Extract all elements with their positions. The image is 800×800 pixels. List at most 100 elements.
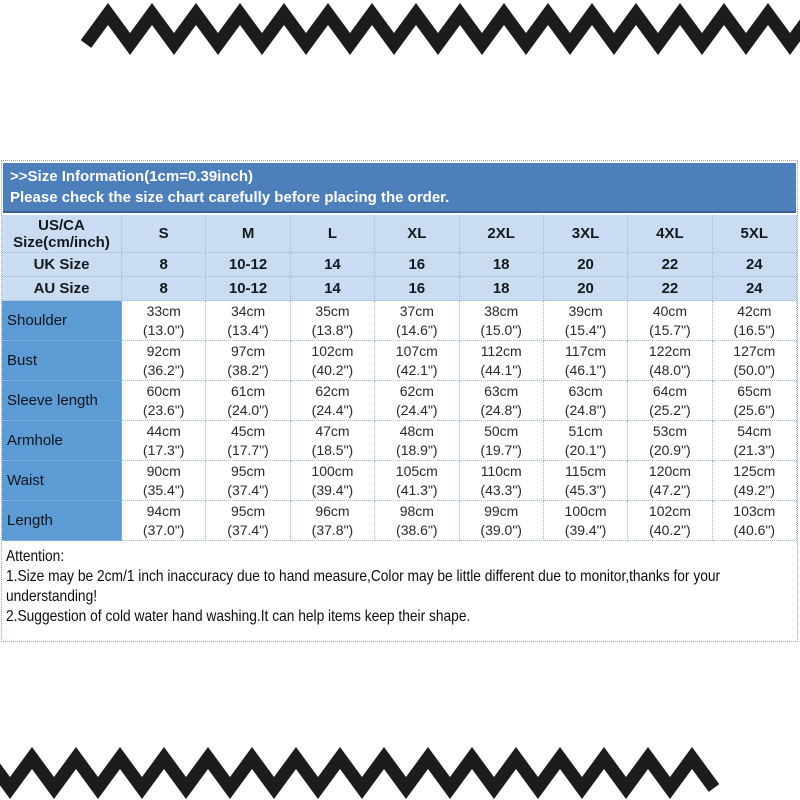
measurement-inch: (16.5") [733,321,776,338]
size-header-cell: 4XL [628,215,713,253]
measurement-cm: 125cm [733,462,776,479]
measurement-cm: 53cm [652,422,688,439]
measurement-cell: 47cm (18.5") [290,421,376,461]
measurement-cm: 63cm [568,382,603,399]
measurement-cell: 102cm (40.2") [628,501,713,541]
measurement-inch: (44.1") [480,361,522,378]
measurement-label: Sleeve length [2,381,122,421]
measurement-cell: 61cm (24.0") [206,381,291,421]
size-table: US/CA Size(cm/inch) S M L XL 2XL 3XL 4XL 5XL UK… [2,215,797,541]
measurement-inch: (19.7") [480,441,522,458]
measurement-inch: (21.3") [733,441,776,458]
zigzag-ribbon-top [80,3,800,55]
measurement-cm: 51cm [568,422,603,439]
measurement-cm: 34cm [230,302,266,319]
size-value-cell: 8 [122,277,207,301]
measurement-inch: (23.6") [142,401,185,418]
measurement-cm: 92cm [146,342,181,359]
measurement-inch: (18.9") [396,441,438,458]
measurement-cell: 35cm (13.8") [290,301,376,341]
measurement-cm: 42cm [737,302,772,319]
measurement-label: Armhole [2,421,122,461]
size-system-label: AU Size [2,277,122,301]
measurement-cm: 127cm [733,342,776,359]
measurement-cm: 120cm [648,462,691,479]
banner-subtitle: Please check the size chart carefully be… [10,189,450,206]
measurement-cm: 103cm [733,502,776,519]
measurement-cell: 107cm (42.1") [375,341,460,381]
measurement-cell: 39cm (15.4") [543,301,629,341]
banner: >>Size Information(1cm=0.39inch) Please … [3,163,796,213]
measurement-inch: (40.2") [311,361,354,378]
size-header-cell: XL [375,215,460,253]
measurement-inch: (17.3") [142,441,185,458]
measurement-inch: (24.4") [396,401,438,418]
measurement-cell: 96cm (37.8") [290,501,376,541]
size-info-panel: >>Size Information(1cm=0.39inch) Please … [1,160,798,642]
size-value-cell: 22 [628,277,713,301]
size-header-cell: S [122,215,207,253]
size-value-cell: 8 [122,253,207,277]
size-value-cell: 14 [290,277,376,301]
measurement-cell: 100cm (39.4") [290,461,376,501]
measurement-inch: (43.3") [480,481,522,498]
measurement-inch: (47.2") [649,481,691,498]
measurement-inch: (50.0") [733,361,776,378]
size-value-cell: 22 [628,253,713,277]
measurement-inch: (17.7") [227,441,269,458]
measurement-inch: (39.4") [311,481,354,498]
measurement-cell: 40cm (15.7") [628,301,713,341]
measurement-cm: 60cm [146,382,181,399]
measurement-cell: 115cm (45.3") [543,461,629,501]
table-row: Shoulder 33cm (13.0") 34cm (13.4") 35cm (13.8"… [2,301,797,341]
size-system-label: UK Size [2,253,122,277]
measurement-rows: Shoulder 33cm (13.0") 34cm (13.4") 35cm (13.8"… [2,301,797,541]
size-value-cell: 18 [459,277,544,301]
measurement-cell: 37cm (14.6") [375,301,460,341]
measurement-cell: 94cm (37.0") [122,501,207,541]
measurement-cm: 64cm [652,382,688,399]
measurement-cell: 54cm (21.3") [712,421,797,461]
measurement-cell: 99cm (39.0") [459,501,544,541]
measurement-inch: (15.4") [564,321,607,338]
measurement-inch: (48.0") [649,361,691,378]
measurement-cm: 47cm [315,422,350,439]
measurement-inch: (24.8") [480,401,522,418]
measurement-cm: 61cm [230,382,266,399]
measurement-cell: 95cm (37.4") [206,461,291,501]
measurement-inch: (24.0") [227,401,269,418]
measurement-inch: (46.1") [564,361,607,378]
measurement-cm: 63cm [484,382,519,399]
measurement-inch: (15.0") [480,321,522,338]
measurement-cm: 97cm [230,342,266,359]
size-value-cell: 20 [543,253,629,277]
zigzag-ribbon-bottom [0,747,720,799]
uk-size-row: UK Size 8 10-12 14 16 18 20 22 24 [2,253,797,277]
measurement-inch: (20.9") [649,441,691,458]
measurement-cell: 112cm (44.1") [459,341,544,381]
size-value-cell: 24 [712,277,797,301]
measurement-inch: (20.1") [564,441,607,458]
measurement-cm: 38cm [484,302,519,319]
size-header-cell: M [206,215,291,253]
size-value-cell: 10-12 [206,277,291,301]
table-row: Length 94cm (37.0") 95cm (37.4") 96cm (37.8") 9… [2,501,797,541]
measurement-cell: 98cm (38.6") [375,501,460,541]
banner-title: >>Size Information(1cm=0.39inch) [10,168,253,185]
attention-text: Attention: 1.Size may be 2cm/1 inch inac… [6,547,793,627]
measurement-cell: 90cm (35.4") [122,461,207,501]
zigzag-ribbon-top-shape [80,3,800,55]
measurement-cm: 100cm [311,462,354,479]
size-header-cell: 5XL [712,215,797,253]
measurement-cell: 60cm (23.6") [122,381,207,421]
measurement-inch: (40.2") [649,521,691,538]
measurement-inch: (13.0") [142,321,185,338]
measurement-cell: 44cm (17.3") [122,421,207,461]
measurement-cm: 96cm [315,502,350,519]
measurement-cm: 50cm [484,422,519,439]
measurement-cm: 65cm [737,382,772,399]
attention-note: Attention: 1.Size may be 2cm/1 inch inac… [2,541,797,641]
measurement-cm: 98cm [399,502,434,519]
measurement-cm: 62cm [399,382,434,399]
